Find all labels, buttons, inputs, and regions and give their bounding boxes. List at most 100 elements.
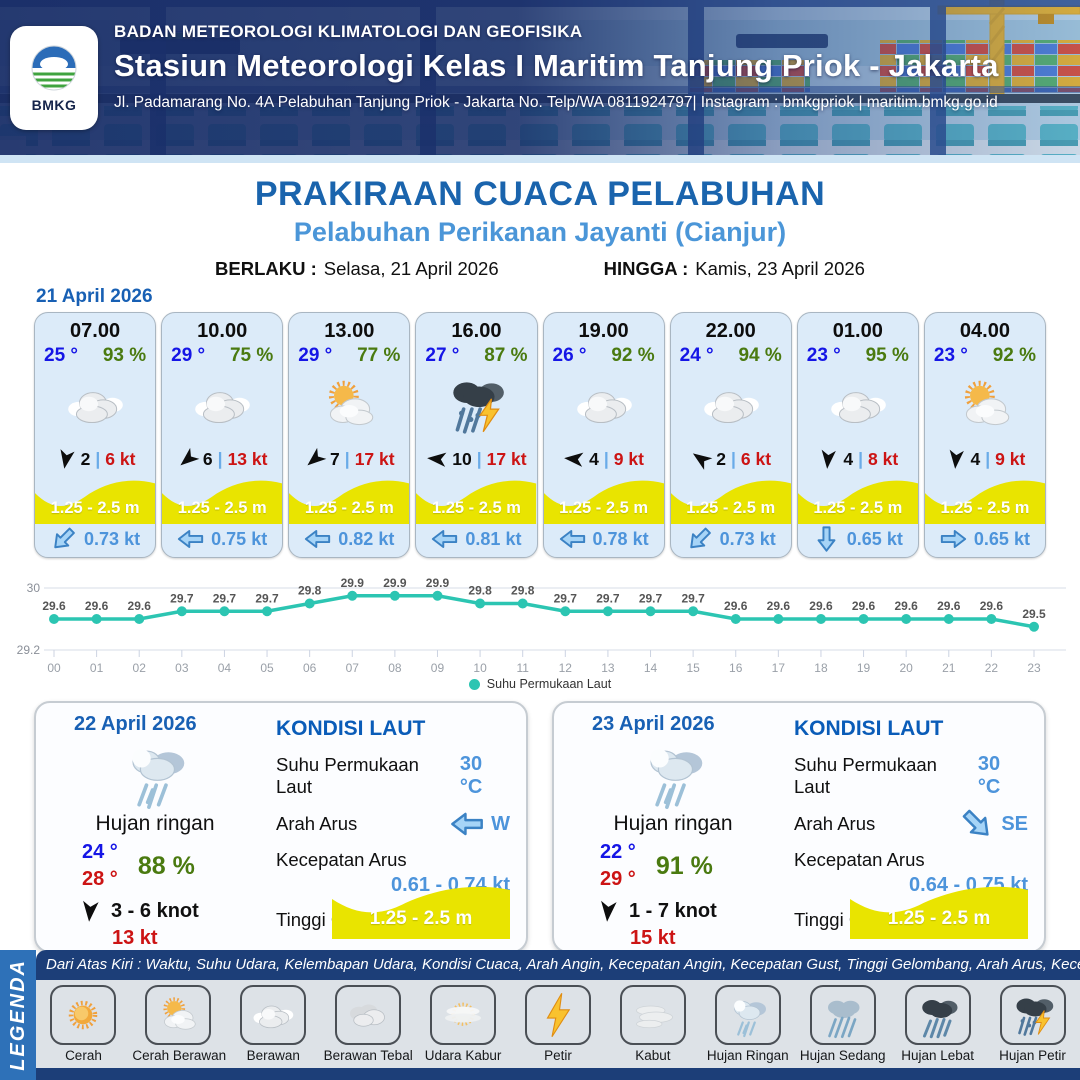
- daily-temps-row: 22 ° 29 ° 91 %: [600, 839, 774, 893]
- current-speed-value: 0.75 kt: [211, 528, 268, 549]
- time-label: 16.00: [451, 320, 502, 342]
- wave-shape: [416, 480, 537, 524]
- legend-item-label: Petir: [544, 1048, 572, 1063]
- daily-temp-max: 28 °: [82, 868, 118, 890]
- wave-height-value: 1.25 - 2.5 m: [559, 499, 649, 517]
- wind-separator: |: [344, 448, 350, 469]
- svg-text:20: 20: [899, 661, 913, 675]
- sst-chart: 30 29.2 29.6 29.6 29.6 29.7 29.7 29.7 29.8 29.9 29…: [17, 576, 1066, 675]
- wind-row: 4 | 9 kt: [544, 443, 664, 475]
- legend-item-icon: [240, 985, 307, 1045]
- legend-item: Petir: [512, 985, 604, 1063]
- current-speed-label: Kecepatan Arus: [794, 849, 925, 870]
- humidity-value: 77 %: [357, 345, 401, 366]
- legend-item: Udara Kabur: [417, 985, 509, 1063]
- wave-badge-value: 1.25 - 2.5 m: [369, 908, 473, 929]
- temperature-value: 29 °: [298, 345, 333, 366]
- svg-text:22: 22: [985, 661, 999, 675]
- svg-text:14: 14: [644, 661, 658, 675]
- temperature-value: 23 °: [806, 345, 841, 366]
- current-direction-row: Arah Arus W: [276, 811, 510, 837]
- daily-weather-summary: 23 April 2026 Hujan ringan 22 ° 29 ° 91 …: [572, 713, 774, 950]
- svg-text:05: 05: [260, 661, 274, 675]
- forecast-card: 10.00 29 ° 75 % 6 | 13 kt: [161, 312, 284, 558]
- valid-from-value: Selasa, 21 April 2026: [323, 258, 499, 279]
- wave-height-value: 1.25 - 2.5 m: [431, 499, 521, 517]
- wave-shape: [797, 480, 918, 524]
- wind-row: 10 | 17 kt: [416, 443, 536, 475]
- sea-conditions: KONDISI LAUT Suhu Permukaan Laut 30 °C A…: [794, 717, 1028, 939]
- svg-text:29.6: 29.6: [85, 599, 109, 613]
- title-block: PRAKIRAAN CUACA PELABUHAN Pelabuhan Peri…: [0, 163, 1080, 280]
- svg-text:29.6: 29.6: [980, 599, 1004, 613]
- sea-conditions: KONDISI LAUT Suhu Permukaan Laut 30 °C A…: [276, 717, 510, 939]
- chart-legend-label: Suhu Permukaan Laut: [486, 677, 612, 691]
- legend-description: Dari Atas Kiri : Waktu, Suhu Udara, Kele…: [36, 950, 1080, 980]
- svg-text:29.5: 29.5: [1022, 607, 1046, 621]
- svg-text:29.6: 29.6: [128, 599, 152, 613]
- wind-gust-value: 9 kt: [613, 448, 644, 469]
- wind-separator: |: [95, 448, 101, 469]
- bmkg-logo: BMKG: [10, 26, 98, 130]
- svg-text:29.7: 29.7: [554, 591, 578, 605]
- wave-badge: 1.25 - 2.5 m: [850, 875, 1028, 939]
- svg-text:29.6: 29.6: [809, 599, 833, 613]
- validity-row: BERLAKU : Selasa, 21 April 2026 HINGGA : K…: [0, 258, 1080, 280]
- svg-text:29.7: 29.7: [596, 591, 620, 605]
- daily-date: 23 April 2026: [592, 713, 715, 735]
- humidity-value: 95 %: [865, 345, 909, 366]
- temperature-value: 25 °: [44, 345, 79, 366]
- current-dir-value: W: [491, 812, 510, 835]
- legend-item-icon: [335, 985, 402, 1045]
- chart-legend: Suhu Permukaan Laut: [8, 677, 1072, 691]
- wind-row: 6 | 13 kt: [162, 443, 282, 475]
- forecast-card: 19.00 26 ° 92 % 4 | 9 kt: [542, 312, 665, 558]
- legend-item-icon: [619, 985, 686, 1045]
- forecast-card: 13.00 29 ° 77 % 7 | 17 kt: [288, 312, 411, 558]
- legend-item-label: Hujan Sedang: [799, 1048, 886, 1063]
- wave-badge-value: 1.25 - 2.5 m: [887, 908, 991, 929]
- wave-shape: [924, 480, 1045, 524]
- wave-band: 1.25 - 2.5 m: [289, 468, 410, 524]
- daily-temp-min: 24 °: [82, 841, 118, 863]
- temperature-value: 23 °: [933, 345, 968, 366]
- wind-speed-value: 4: [589, 448, 599, 469]
- current-row: 0.81 kt: [416, 524, 536, 554]
- svg-text:00: 00: [47, 661, 61, 675]
- legend-item-icon: [809, 985, 876, 1045]
- wind-speed-value: 4: [843, 448, 854, 469]
- current-dir-group: SE: [960, 811, 1028, 837]
- wave-height-value: 1.25 - 2.5 m: [177, 499, 267, 517]
- daily-temp-max: 29 °: [600, 868, 636, 890]
- daily-wind-range: 1 - 7 knot: [629, 899, 717, 922]
- current-speed-value: 0.65 kt: [846, 528, 903, 549]
- daily-weather-summary: 22 April 2026 Hujan ringan 24 ° 28 ° 88 …: [54, 713, 256, 950]
- wind-gust-value: 9 kt: [995, 448, 1026, 469]
- current-speed-value: 0.82 kt: [338, 528, 395, 549]
- station-name: Stasiun Meteorologi Kelas I Maritim Tanj…: [114, 48, 999, 83]
- sst-value: 30 °C: [977, 753, 1001, 798]
- forecast-cards-row: 07.00 25 ° 93 % 2 | 6 kt: [0, 312, 1080, 558]
- legend-title-bar: LEGENDA: [0, 950, 36, 1080]
- time-label: 13.00: [324, 320, 375, 342]
- legend-item: Kabut: [607, 985, 699, 1063]
- svg-text:29.6: 29.6: [767, 599, 791, 613]
- legend-item-label: Hujan Petir: [999, 1048, 1066, 1063]
- svg-text:23: 23: [1027, 661, 1041, 675]
- current-direction-arrow: [940, 529, 967, 549]
- wind-gust-value: 17 kt: [354, 448, 395, 469]
- bottom-strip: [36, 1068, 1080, 1080]
- daily-wind-arrow: [595, 898, 621, 924]
- temperature-value: 27 °: [425, 345, 460, 366]
- time-label: 04.00: [959, 320, 1010, 342]
- temp-humidity-row: 26 ° 92 %: [544, 343, 664, 367]
- current-direction-arrow: [683, 522, 716, 555]
- temp-humidity-row: 23 ° 92 %: [925, 343, 1045, 367]
- svg-text:15: 15: [686, 661, 700, 675]
- wind-gust-value: 6 kt: [740, 448, 772, 469]
- svg-text:29.6: 29.6: [42, 599, 66, 613]
- wave-shape: [162, 480, 283, 524]
- daily-temp-range: 24 ° 28 °: [82, 839, 118, 893]
- current-row: 0.73 kt: [35, 524, 155, 554]
- legend-item-icon: [524, 985, 591, 1045]
